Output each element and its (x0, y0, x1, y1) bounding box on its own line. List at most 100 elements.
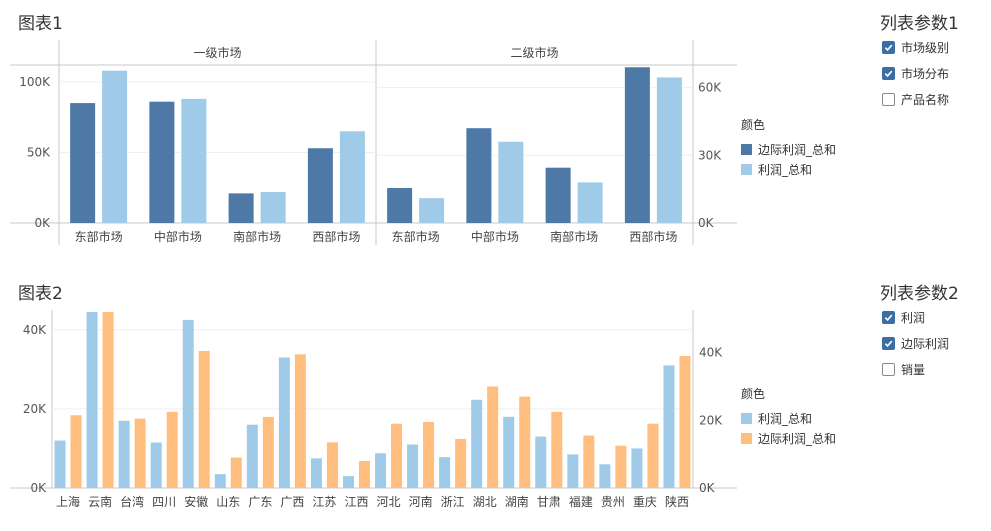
bar-边际利润_总和 (679, 356, 691, 488)
param2-option-2[interactable]: 销量 (882, 356, 949, 382)
bar-利润_总和 (663, 365, 675, 488)
bar-利润_总和 (471, 399, 483, 488)
param1-title: 列表参数1 (880, 14, 959, 34)
x-tick-label: 江苏 (312, 495, 336, 509)
chart2-legend-label-0: 利润_总和 (758, 411, 813, 426)
y-tick-label-right: 20K (699, 413, 723, 427)
bar-利润_总和 (419, 198, 445, 223)
y-tick-label-right: 40K (699, 346, 723, 360)
checkbox-checked-icon[interactable] (882, 40, 895, 54)
x-tick-label: 上海 (56, 494, 80, 509)
y-tick-label: 0K (698, 216, 715, 230)
bar-边际利润_总和 (391, 423, 403, 488)
x-tick-label: 南部市场 (550, 229, 598, 244)
param2-list: 利润 边际利润 销量 (882, 304, 949, 382)
chart2-legend-swatch-0 (741, 412, 752, 424)
param2-option-label: 利润 (901, 310, 926, 325)
bar-利润_总和 (375, 453, 387, 488)
x-tick-label: 重庆 (633, 495, 657, 509)
chart2-title: 图表2 (18, 284, 63, 304)
chart1-legend-item-0[interactable]: 边际利润_总和 (741, 139, 836, 159)
x-tick-label: 山东 (216, 495, 240, 509)
chart1-plot: 一级市场 0K 50K 100K 东部市场 中部市场 南部市场 西部市场 二级市场 0K 30K 60… (10, 40, 737, 245)
chart1-legend-label-1: 利润_总和 (758, 162, 813, 177)
bar-利润_总和 (54, 440, 66, 488)
bar-边际利润_总和 (545, 167, 571, 223)
bar-边际利润_总和 (466, 128, 492, 223)
bar-利润_总和 (599, 464, 611, 488)
bar-边际利润_总和 (615, 445, 627, 488)
param2-title: 列表参数2 (880, 284, 959, 304)
bar-边际利润_总和 (647, 423, 659, 488)
x-tick-label: 四川 (152, 495, 176, 509)
bar-利润_总和 (631, 448, 643, 488)
chart1-legend-label-0: 边际利润_总和 (758, 142, 837, 157)
param1-option-2[interactable]: 产品名称 (882, 86, 949, 112)
panel-header: 一级市场 (193, 45, 241, 60)
checkbox-unchecked-icon[interactable] (882, 92, 895, 106)
chart2-legend-item-1[interactable]: 边际利润_总和 (741, 428, 836, 448)
chart2-legend-title: 颜色 (741, 387, 766, 401)
bar-利润_总和 (342, 476, 354, 488)
bar-利润_总和 (339, 131, 365, 223)
checkbox-unchecked-icon[interactable] (882, 362, 895, 376)
bar-边际利润_总和 (455, 438, 467, 488)
x-tick-label: 中部市场 (471, 229, 519, 244)
chart1-legend-swatch-1 (741, 163, 752, 175)
checkbox-checked-icon[interactable] (882, 66, 895, 80)
y-tick-label-left: 0K (30, 481, 47, 495)
x-tick-label: 云南 (88, 494, 112, 509)
param2-option-0[interactable]: 利润 (882, 304, 949, 330)
checkbox-checked-icon[interactable] (882, 310, 895, 324)
chart1-legend-item-1[interactable]: 利润_总和 (741, 159, 836, 179)
chart2-legend: 颜色 利润_总和 边际利润_总和 (741, 385, 836, 448)
chart2-legend-label-1: 边际利润_总和 (758, 431, 837, 446)
x-tick-label: 西部市场 (629, 229, 677, 244)
checkbox-checked-icon[interactable] (882, 336, 895, 350)
chart2-legend-item-0[interactable]: 利润_总和 (741, 408, 836, 428)
param1-option-label: 市场分布 (901, 66, 950, 81)
chart2-legend-swatch-1 (741, 432, 752, 444)
bar-边际利润_总和 (326, 442, 338, 488)
x-tick-label: 浙江 (441, 495, 465, 509)
y-tick-label-left: 40K (23, 323, 47, 337)
param2-option-1[interactable]: 边际利润 (882, 330, 949, 356)
bar-边际利润_总和 (198, 350, 210, 488)
bar-利润_总和 (214, 474, 226, 488)
y-tick-label: 50K (27, 145, 51, 159)
x-tick-label: 河北 (377, 495, 401, 509)
bar-边际利润_总和 (583, 435, 595, 488)
bar-边际利润_总和 (70, 103, 96, 223)
chart1-legend: 颜色 边际利润_总和 利润_总和 (741, 116, 836, 179)
bar-边际利润_总和 (228, 193, 254, 223)
bar-利润_总和 (577, 182, 603, 223)
bar-利润_总和 (118, 420, 130, 488)
y-tick-label: 0K (34, 216, 51, 230)
bar-利润_总和 (278, 357, 290, 488)
bar-边际利润_总和 (70, 415, 82, 488)
bar-边际利润_总和 (149, 101, 175, 223)
bar-边际利润_总和 (358, 460, 370, 488)
bar-利润_总和 (150, 442, 162, 488)
bar-利润_总和 (656, 77, 682, 224)
bar-利润_总和 (503, 416, 515, 488)
param1-list: 市场级别 市场分布 产品名称 (882, 34, 949, 112)
y-tick-label-left: 20K (23, 402, 47, 416)
bar-边际利润_总和 (166, 411, 178, 488)
y-tick-label: 60K (698, 81, 722, 95)
bar-边际利润_总和 (294, 354, 306, 488)
bar-利润_总和 (86, 312, 98, 488)
x-tick-label: 陕西 (665, 494, 689, 509)
x-tick-label: 中部市场 (154, 229, 202, 244)
x-tick-label: 安徽 (184, 494, 208, 509)
param1-option-0[interactable]: 市场级别 (882, 34, 949, 60)
panel-header: 二级市场 (510, 45, 558, 60)
x-tick-label: 西部市场 (312, 229, 360, 244)
param1-option-1[interactable]: 市场分布 (882, 60, 949, 86)
bar-边际利润_总和 (230, 457, 242, 488)
x-tick-label: 湖南 (505, 494, 529, 509)
x-tick-label: 广西 (280, 495, 304, 509)
chart1-legend-swatch-0 (741, 143, 752, 155)
bar-利润_总和 (498, 141, 524, 223)
bar-边际利润_总和 (102, 312, 114, 488)
